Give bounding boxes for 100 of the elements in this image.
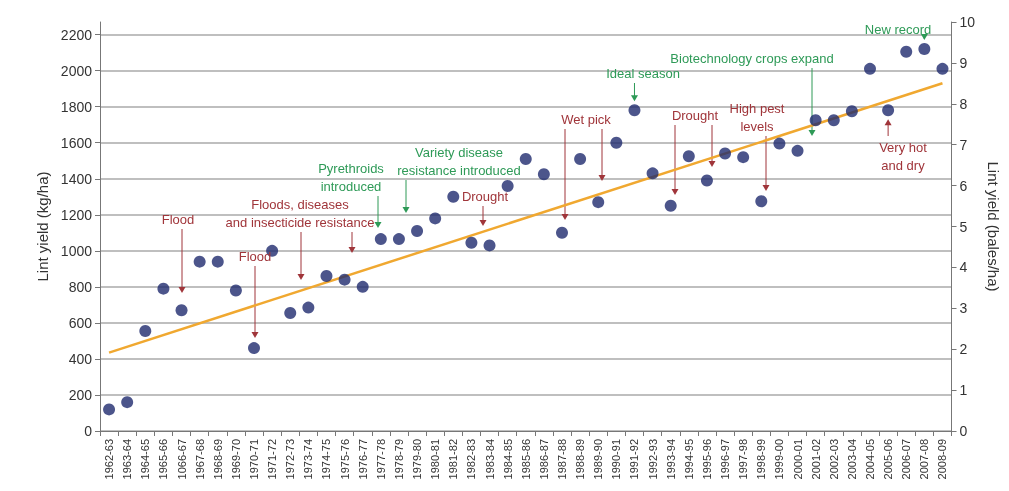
- point: [338, 273, 351, 286]
- point: [519, 152, 532, 165]
- point: [737, 151, 750, 164]
- point: [211, 255, 224, 268]
- point: [302, 301, 315, 314]
- y2-tick-label: 6: [959, 177, 968, 194]
- annotation: Drought: [671, 107, 719, 123]
- point: [356, 280, 369, 293]
- x-tick-label: 1985-86: [519, 439, 532, 480]
- x-tick-label: 1973-74: [302, 439, 315, 480]
- point: [447, 190, 460, 203]
- point: [592, 196, 605, 209]
- annotation: High pest levels: [729, 100, 785, 134]
- point: [501, 179, 514, 192]
- point: [682, 150, 695, 163]
- point: [248, 342, 260, 355]
- x-tick-label: 1994-95: [682, 439, 695, 480]
- x-tick-label: 1993-94: [664, 439, 677, 480]
- x-tick-label: 1964-65: [139, 439, 152, 480]
- annotation: Flood: [238, 248, 272, 264]
- x-tick-label: 2006-07: [900, 439, 913, 480]
- y-tick-label: 200: [68, 386, 93, 403]
- x-tick-label: 1982-83: [465, 439, 478, 480]
- point: [845, 105, 858, 118]
- point: [791, 144, 804, 157]
- point: [864, 62, 876, 75]
- y-tick-label: 1200: [60, 206, 93, 223]
- point: [157, 282, 170, 295]
- annotation: Variety disease resistance introduced: [397, 144, 521, 178]
- x-tick-label: 1981-82: [447, 439, 460, 480]
- x-tick-label: 1962-63: [103, 439, 116, 480]
- point: [664, 199, 677, 212]
- point: [773, 137, 786, 150]
- point: [918, 43, 931, 56]
- point: [646, 167, 659, 180]
- y2-axis-title: Lint yield (bales/ha): [985, 161, 1002, 292]
- annotation: Biotechnology crops expand: [670, 50, 834, 66]
- point: [229, 284, 242, 297]
- x-tick-label: 2001-02: [809, 439, 822, 480]
- x-tick-label: 1970-71: [248, 439, 260, 480]
- y2-tick-label: 4: [959, 259, 968, 276]
- x-tick-label: 1995-96: [700, 439, 713, 480]
- point: [556, 226, 568, 239]
- x-tick-label: 2000-01: [791, 439, 804, 480]
- x-tick-label: 1996-97: [719, 439, 732, 480]
- x-tick-label: 2008-09: [936, 439, 949, 480]
- y-axis-title: Lint yield (kg/ha): [33, 171, 51, 282]
- x-tick-label: 1997-98: [737, 439, 750, 480]
- point: [755, 195, 768, 208]
- y-tick-label: 2000: [60, 62, 93, 79]
- x-tick-label: 2003-04: [845, 439, 858, 480]
- y-tick-label: 2200: [60, 26, 93, 43]
- x-tick-label: 1978-79: [392, 439, 405, 480]
- x-tick-label: 1963-64: [121, 439, 134, 480]
- y-tick-label: 600: [68, 314, 93, 331]
- point: [193, 255, 206, 268]
- x-tick-label: 1992-93: [646, 439, 659, 480]
- annotation: Flood: [161, 211, 195, 227]
- y-tick-label: 400: [68, 350, 93, 367]
- y2-tick-label: 5: [959, 218, 968, 235]
- point: [700, 174, 713, 187]
- y2-tick-label: 9: [959, 54, 968, 71]
- point: [175, 304, 188, 317]
- y-tick-label: 1400: [60, 170, 93, 187]
- point: [103, 403, 116, 416]
- x-tick-label: 1984-85: [501, 439, 514, 480]
- point: [139, 325, 152, 337]
- point: [882, 104, 895, 117]
- point: [121, 396, 134, 409]
- y-tick-label: 1800: [60, 98, 93, 115]
- point: [411, 225, 424, 237]
- x-tick-label: 2007-08: [918, 439, 931, 480]
- x-tick-label: 1969-70: [229, 439, 242, 480]
- annotation: Drought: [461, 188, 509, 204]
- y2-tick-label: 2: [959, 341, 968, 358]
- point: [936, 62, 949, 75]
- x-tick-label: 1990-91: [610, 439, 623, 480]
- y-tick-label: 1600: [60, 134, 93, 151]
- annotation: Floods, diseases and insecticide resistance: [225, 196, 375, 230]
- x-tick-label: 1998-99: [755, 439, 768, 480]
- point: [827, 114, 840, 127]
- x-tick-label: 1965-66: [157, 439, 170, 480]
- x-tick-label: 1980-81: [429, 439, 442, 480]
- y2-tick-label: 8: [959, 95, 968, 112]
- x-tick-label: 1979-80: [411, 439, 424, 480]
- point: [483, 239, 496, 252]
- x-tick-label: 1972-73: [284, 439, 297, 480]
- x-tick-label: 1987-88: [556, 439, 568, 480]
- point: [392, 233, 405, 246]
- point: [429, 212, 442, 225]
- annotation: Pyrethroids introduced: [318, 160, 385, 194]
- point: [374, 233, 387, 246]
- point: [900, 45, 913, 58]
- point: [320, 270, 333, 283]
- annotation: New record: [864, 21, 932, 37]
- annotation: Wet pick: [561, 111, 612, 127]
- y2-tick-label: 7: [959, 136, 968, 153]
- y-tick-label: 800: [68, 278, 93, 295]
- x-tick-label: 1999-00: [773, 439, 786, 480]
- y-tick-label: 1000: [60, 242, 93, 259]
